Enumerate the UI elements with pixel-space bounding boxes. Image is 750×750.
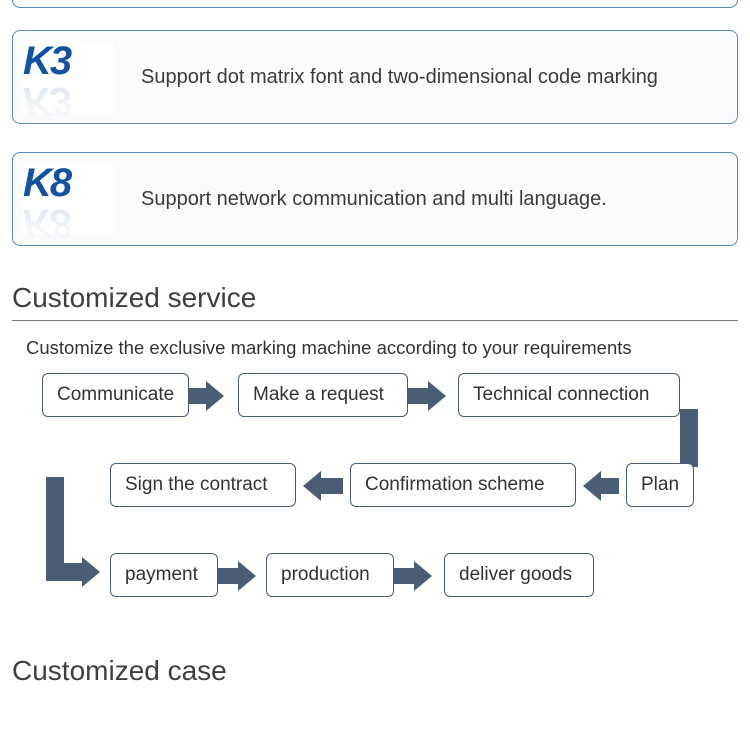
flow-node-contract: Sign the contract [110,463,296,507]
flow-arrow-3 [303,471,343,501]
flow-node-request: Make a request [238,373,408,417]
flow-node-confirm: Confirmation scheme [350,463,576,507]
flow-node-tech: Technical connection [458,373,680,417]
flow-arrow-5 [390,561,432,591]
flow-connector-v-0 [680,409,698,467]
feature-card-k8: K8 K8 Support network communication and … [12,152,738,246]
flow-connector-h-0 [46,563,86,581]
k3-logo: K3 K3 [23,41,113,113]
service-flowchart: Communicate Make a request Technical conne… [20,373,738,643]
flow-connector-v-1 [46,477,64,577]
flow-node-deliver: deliver goods [444,553,594,597]
flow-node-plan: Plan [626,463,694,507]
feature-desc-k8: Support network communication and multi … [141,186,607,213]
feature-card-top-stub [12,0,738,8]
flow-tip-0 [82,557,100,587]
flow-arrow-1 [404,381,446,411]
section-title-case: Customized case [12,647,738,693]
k8-logo: K8 K8 [23,163,113,235]
section-subtitle-service: Customize the exclusive marking machine … [12,321,738,373]
section-title-service: Customized service [12,274,738,321]
flow-node-production: production [266,553,394,597]
flow-node-communicate: Communicate [42,373,189,417]
feature-desc-k3: Support dot matrix font and two-dimensio… [141,64,658,91]
flow-node-payment: payment [110,553,218,597]
flow-arrow-4 [214,561,256,591]
feature-card-k3: K3 K3 Support dot matrix font and two-di… [12,30,738,124]
flow-arrow-2 [583,471,619,501]
